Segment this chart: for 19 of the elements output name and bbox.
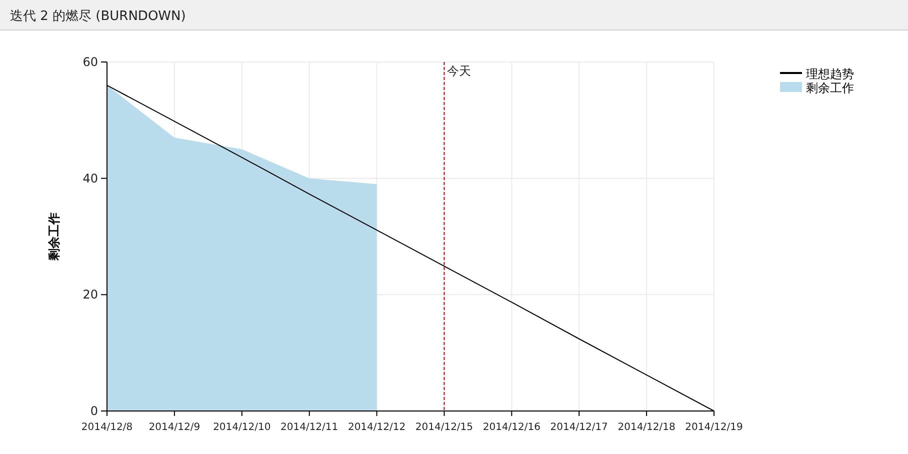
- legend-label: 理想趋势: [806, 67, 854, 81]
- y-tick-label: 60: [82, 55, 98, 69]
- ref-line-label: 今天: [447, 64, 472, 78]
- y-axis-title: 剩余工作: [47, 212, 61, 262]
- x-tick-label: 2014/12/11: [280, 422, 338, 433]
- x-tick-label: 2014/12/12: [348, 422, 406, 433]
- y-tick-label: 0: [90, 404, 98, 418]
- x-tick-label: 2014/12/18: [618, 422, 676, 433]
- chart-title: 迭代 2 的燃尽 (BURNDOWN): [10, 9, 186, 24]
- x-tick-label: 2014/12/19: [685, 422, 743, 433]
- y-tick-label: 20: [82, 288, 98, 302]
- x-tick-label: 2014/12/10: [213, 422, 271, 433]
- x-tick-label: 2014/12/17: [550, 422, 608, 433]
- y-tick-label: 40: [82, 171, 98, 186]
- x-tick-label: 2014/12/9: [148, 422, 200, 433]
- x-tick-label: 2014/12/16: [482, 422, 540, 433]
- x-tick-label: 2014/12/8: [81, 422, 133, 433]
- legend-label: 剩余工作: [806, 81, 854, 95]
- x-tick-label: 2014/12/15: [415, 422, 474, 433]
